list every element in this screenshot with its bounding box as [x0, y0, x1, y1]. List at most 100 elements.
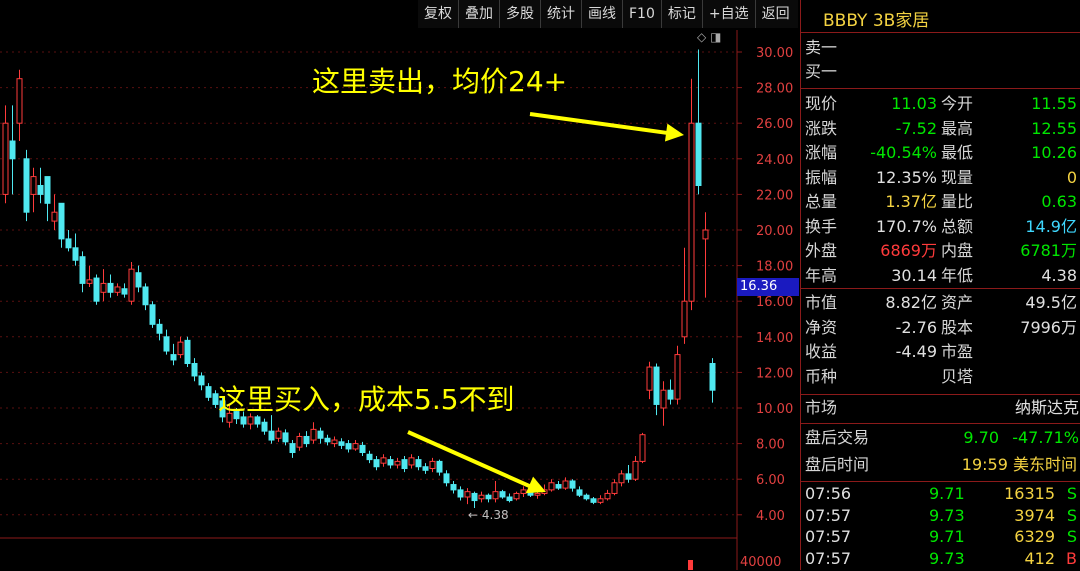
quote-label: 外盘: [805, 241, 838, 260]
toolbar-button-mark[interactable]: 标记: [660, 0, 702, 28]
fundamental-row: 净资 -2.76 股本 7996万: [801, 316, 1080, 340]
candle-up: [660, 389, 667, 409]
toolbar-button-stats[interactable]: 统计: [540, 0, 581, 28]
candle-up: [632, 460, 639, 480]
fund-label: 币种: [805, 366, 838, 386]
candle-down: [93, 277, 100, 302]
candle-up: [534, 492, 541, 496]
after-hours-time-label: 盘后时间: [805, 455, 870, 474]
candle-down: [212, 393, 219, 405]
buy1-label: 买一: [805, 62, 838, 81]
fund-label: 股本: [941, 317, 974, 337]
toolbar-button-adjust[interactable]: 复权: [424, 6, 452, 22]
toolbar-button-multi-stock[interactable]: 多股: [499, 0, 540, 28]
candle-down: [387, 459, 394, 466]
quote-label: 涨跌: [805, 118, 838, 138]
candle-down: [184, 339, 191, 364]
quote-value: 6869万: [880, 241, 937, 260]
candle-down: [590, 498, 597, 503]
toolbar-button-draw-line[interactable]: 画线: [581, 0, 622, 28]
axis-tick-label: 4.00: [756, 509, 785, 524]
tick-row: 07:57 9.71 6329 S: [801, 525, 1080, 549]
tick-side: B: [1066, 548, 1077, 568]
candle-down: [156, 323, 163, 334]
candle-down: [268, 430, 275, 441]
buy-arrow-shaft: [407, 430, 533, 490]
after-hours-label: 盘后交易: [805, 428, 870, 447]
candle-down: [422, 466, 429, 471]
candle-down: [457, 489, 464, 498]
toolbar-button-f10[interactable]: F10: [622, 0, 661, 28]
candle-down: [653, 366, 660, 405]
candle-down: [338, 441, 345, 446]
candle-down: [107, 282, 114, 293]
diamond-icon[interactable]: ◇: [697, 30, 707, 44]
buy-annotation: 这里买入，成本5.5不到: [218, 383, 515, 416]
axis-tick-label: 10.00: [756, 402, 793, 417]
candle-down: [569, 480, 576, 489]
tick-time: 07:57: [805, 527, 852, 546]
market-value: 纳斯达克: [1014, 398, 1079, 417]
quote-value: 11.55: [1031, 94, 1077, 113]
quote-value: 4.38: [1041, 265, 1077, 285]
candle-up: [702, 229, 709, 240]
after-hours-change: -47.71%: [1012, 428, 1079, 447]
fund-value: 49.5亿: [1025, 293, 1077, 312]
tick-price: 9.73: [929, 548, 965, 568]
quote-label: 总量: [805, 192, 838, 211]
candle-down: [401, 459, 408, 470]
tick-row: 07:57 9.73 3974 S: [801, 504, 1080, 528]
candle-up: [177, 341, 184, 356]
candle-down: [289, 443, 296, 454]
toolbar-button-overlay[interactable]: 叠加: [458, 0, 499, 28]
candle-down: [23, 158, 30, 213]
candle-down: [72, 247, 79, 261]
candle-down: [366, 453, 373, 461]
stock-title: BBBY 3B家居: [823, 11, 930, 31]
quote-value: -7.52: [895, 118, 937, 138]
quote-row: 现价 11.03 今开 11.55: [801, 92, 1080, 116]
candle-up: [646, 366, 653, 391]
fund-value: -4.49: [895, 342, 937, 361]
chart-corner-icons: ◇ ◨: [697, 30, 721, 44]
candle-up: [429, 460, 436, 470]
quote-label: 涨幅: [805, 143, 838, 162]
quote-label: 最高: [941, 118, 974, 138]
fund-value: 8.82亿: [885, 293, 937, 312]
tick-volume: 6329: [1014, 527, 1055, 546]
quote-value: 12.35%: [875, 167, 937, 187]
axis-tick-label: 20.00: [756, 224, 793, 239]
low-price-marker: ← 4.38: [468, 508, 509, 522]
candle-down: [240, 416, 247, 425]
candle-down: [142, 286, 149, 306]
volume-axis-label: 40000: [740, 555, 781, 570]
quote-value: 6781万: [1020, 241, 1077, 260]
quote-value: 30.14: [891, 265, 937, 285]
tick-row: 07:57 9.73 412 B: [801, 547, 1080, 571]
candle-up: [604, 492, 611, 500]
candle-up: [674, 354, 681, 400]
candle-up: [681, 300, 688, 338]
quote-row: 换手 170.7% 总额 14.9亿: [801, 215, 1080, 239]
quote-label: 现价: [805, 94, 838, 113]
fundamental-row: 收益 -4.49 市盈: [801, 340, 1080, 364]
candle-down: [65, 238, 72, 249]
candle-down: [667, 389, 674, 400]
tick-price: 9.71: [929, 484, 965, 503]
quote-value: -40.54%: [870, 143, 937, 162]
quote-label: 年高: [805, 265, 838, 285]
quote-value: 10.26: [1031, 143, 1077, 162]
toolbar-button-add-watchlist[interactable]: +自选: [701, 0, 755, 28]
tick-side: S: [1066, 505, 1077, 525]
quote-row: 振幅 12.35% 现量 0: [801, 166, 1080, 190]
toolbar-button-back[interactable]: 返回: [754, 0, 796, 28]
sell-annotation: 这里卖出，均价24+: [312, 65, 568, 98]
candle-up: [352, 443, 359, 450]
candle-down: [436, 460, 443, 473]
panel-toggle-icon[interactable]: ◨: [710, 30, 722, 44]
candle-down: [233, 411, 240, 420]
candle-up: [464, 491, 471, 498]
fundamental-row: 币种 贝塔: [801, 365, 1080, 389]
quote-label: 今开: [941, 94, 974, 113]
fund-label: 资产: [941, 293, 974, 312]
